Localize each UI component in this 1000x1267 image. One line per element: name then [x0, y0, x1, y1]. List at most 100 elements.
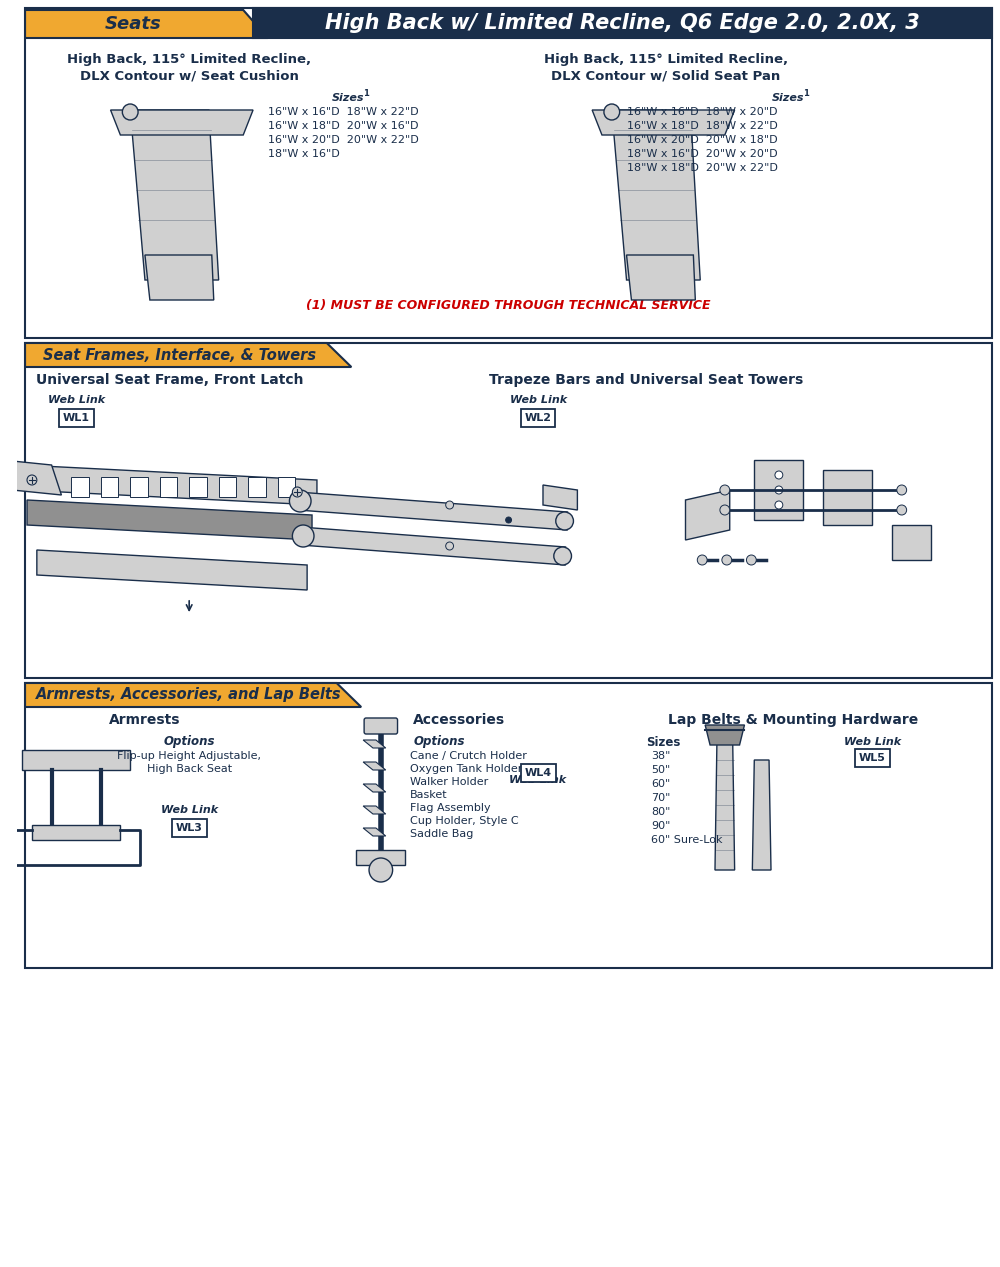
- Text: Sizes: Sizes: [772, 92, 804, 103]
- FancyBboxPatch shape: [25, 343, 992, 678]
- Text: WL1: WL1: [63, 413, 90, 423]
- Text: Saddle Bag: Saddle Bag: [410, 829, 474, 839]
- Polygon shape: [356, 850, 405, 865]
- Polygon shape: [25, 683, 361, 707]
- Text: 50": 50": [651, 765, 670, 775]
- Polygon shape: [2, 460, 61, 495]
- Polygon shape: [363, 806, 386, 813]
- Polygon shape: [627, 255, 695, 300]
- Text: Armrests, Accessories, and Lap Belts: Armrests, Accessories, and Lap Belts: [36, 688, 342, 702]
- Polygon shape: [300, 527, 566, 565]
- Circle shape: [775, 487, 783, 494]
- Polygon shape: [130, 110, 219, 280]
- Text: Cane / Crutch Holder: Cane / Crutch Holder: [410, 751, 527, 761]
- Circle shape: [27, 475, 37, 485]
- Text: DLX Contour w/ Solid Seat Pan: DLX Contour w/ Solid Seat Pan: [551, 70, 780, 82]
- Text: High Back w/ Limited Recline, Q6 Edge 2.0, 2.0X, 3: High Back w/ Limited Recline, Q6 Edge 2.…: [325, 13, 920, 33]
- Polygon shape: [297, 492, 568, 530]
- Text: WL3: WL3: [176, 824, 203, 832]
- Text: 70": 70": [651, 793, 670, 803]
- Circle shape: [122, 104, 138, 120]
- Text: Web Link: Web Link: [844, 737, 901, 748]
- FancyBboxPatch shape: [248, 476, 266, 497]
- FancyBboxPatch shape: [364, 718, 398, 734]
- Text: Armrests: Armrests: [109, 713, 181, 727]
- Text: Seats: Seats: [105, 15, 162, 33]
- FancyBboxPatch shape: [71, 476, 89, 497]
- Polygon shape: [715, 740, 735, 870]
- Polygon shape: [754, 460, 803, 519]
- FancyBboxPatch shape: [219, 476, 236, 497]
- Polygon shape: [25, 343, 351, 367]
- Text: Cup Holder, Style C: Cup Holder, Style C: [410, 816, 519, 826]
- Polygon shape: [363, 761, 386, 770]
- Polygon shape: [823, 470, 872, 525]
- Polygon shape: [22, 465, 317, 506]
- Polygon shape: [592, 110, 735, 136]
- Polygon shape: [111, 110, 253, 136]
- Text: Web Link: Web Link: [509, 775, 566, 786]
- Text: Sizes: Sizes: [646, 736, 681, 749]
- Text: 80": 80": [651, 807, 670, 817]
- Text: Web Link: Web Link: [161, 805, 218, 815]
- Polygon shape: [363, 784, 386, 792]
- Circle shape: [446, 542, 454, 550]
- Text: Oxygen Tank Holder: Oxygen Tank Holder: [410, 764, 523, 774]
- FancyBboxPatch shape: [278, 476, 295, 497]
- Text: 1: 1: [803, 90, 809, 99]
- Text: High Back, 115° Limited Recline,: High Back, 115° Limited Recline,: [67, 53, 311, 66]
- Text: Walker Holder: Walker Holder: [410, 777, 489, 787]
- Text: 16"W x 20"D  20"W x 18"D: 16"W x 20"D 20"W x 18"D: [627, 136, 777, 144]
- Circle shape: [775, 500, 783, 509]
- Circle shape: [697, 555, 707, 565]
- Polygon shape: [892, 525, 931, 560]
- FancyBboxPatch shape: [189, 476, 207, 497]
- Circle shape: [446, 500, 454, 509]
- Polygon shape: [752, 760, 771, 870]
- Text: (1) MUST BE CONFIGURED THROUGH TECHNICAL SERVICE: (1) MUST BE CONFIGURED THROUGH TECHNICAL…: [306, 299, 711, 312]
- Text: Flip-up Height Adjustable,: Flip-up Height Adjustable,: [117, 751, 261, 761]
- Circle shape: [720, 506, 730, 514]
- Text: Sizes: Sizes: [332, 92, 364, 103]
- Text: 16"W x 20"D  20"W x 22"D: 16"W x 20"D 20"W x 22"D: [268, 136, 419, 144]
- Circle shape: [746, 555, 756, 565]
- Polygon shape: [25, 10, 268, 38]
- Text: 16"W x 18"D  20"W x 16"D: 16"W x 18"D 20"W x 16"D: [268, 122, 418, 131]
- Text: Universal Seat Frame, Front Latch: Universal Seat Frame, Front Latch: [36, 372, 303, 386]
- Polygon shape: [612, 110, 700, 280]
- Text: 1: 1: [363, 90, 369, 99]
- Polygon shape: [22, 750, 130, 770]
- Text: Web Link: Web Link: [510, 395, 567, 405]
- Circle shape: [897, 506, 907, 514]
- Text: 18"W x 16"D: 18"W x 16"D: [268, 150, 340, 158]
- Polygon shape: [32, 825, 120, 840]
- Text: 90": 90": [651, 821, 670, 831]
- Polygon shape: [705, 725, 744, 745]
- Text: 18"W x 16"D  20"W x 20"D: 18"W x 16"D 20"W x 20"D: [627, 150, 777, 158]
- Text: 60" Sure-Lok: 60" Sure-Lok: [651, 835, 723, 845]
- Polygon shape: [543, 485, 577, 511]
- Text: High Back, 115° Limited Recline,: High Back, 115° Limited Recline,: [544, 53, 788, 66]
- Text: WL5: WL5: [859, 753, 886, 763]
- Text: 16"W x 18"D  18"W x 22"D: 16"W x 18"D 18"W x 22"D: [627, 122, 777, 131]
- Polygon shape: [363, 829, 386, 836]
- Text: Web Link: Web Link: [48, 395, 105, 405]
- FancyBboxPatch shape: [25, 8, 992, 338]
- Text: Seat Frames, Interface, & Towers: Seat Frames, Interface, & Towers: [43, 347, 316, 362]
- Circle shape: [292, 525, 314, 547]
- Text: WL2: WL2: [525, 413, 552, 423]
- Text: 60": 60": [651, 779, 670, 789]
- Circle shape: [556, 512, 573, 530]
- Text: Lap Belts & Mounting Hardware: Lap Belts & Mounting Hardware: [668, 713, 919, 727]
- Text: DLX Contour w/ Seat Cushion: DLX Contour w/ Seat Cushion: [80, 70, 299, 82]
- Text: Basket: Basket: [410, 791, 448, 799]
- Circle shape: [604, 104, 620, 120]
- FancyBboxPatch shape: [101, 476, 118, 497]
- Text: 16"W x 16"D  18"W x 20"D: 16"W x 16"D 18"W x 20"D: [627, 106, 777, 117]
- Polygon shape: [145, 255, 214, 300]
- Circle shape: [897, 485, 907, 495]
- Polygon shape: [363, 740, 386, 748]
- Polygon shape: [27, 500, 312, 540]
- Polygon shape: [253, 8, 992, 38]
- Circle shape: [722, 555, 732, 565]
